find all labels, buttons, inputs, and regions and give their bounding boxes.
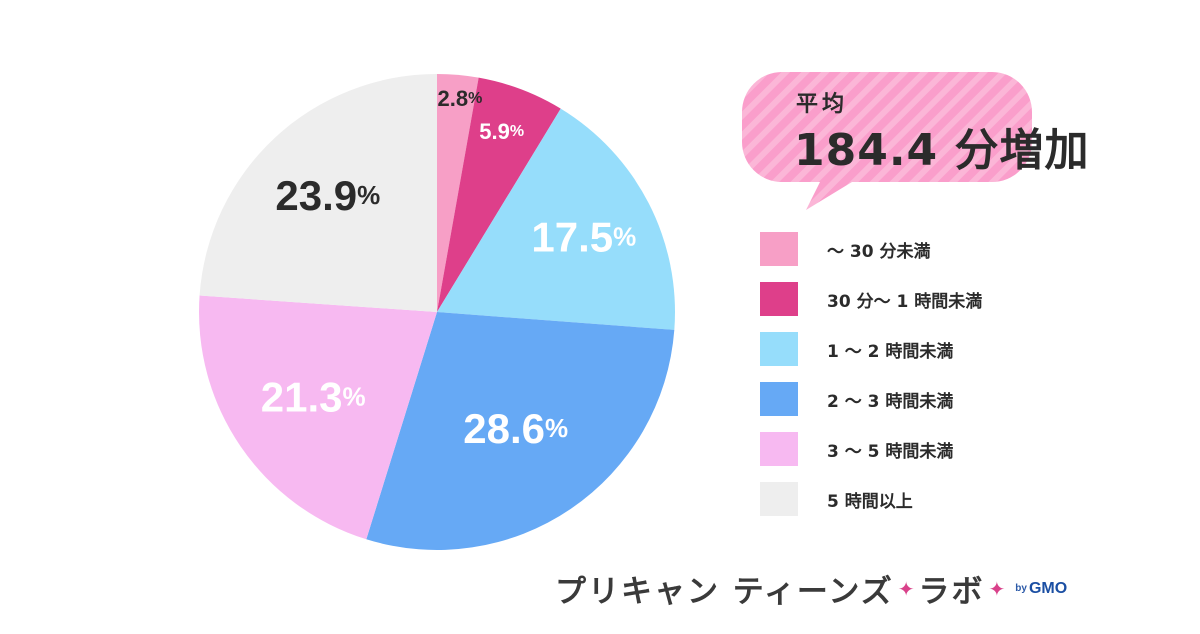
- legend-item: 3 ～ 5 時間未満: [760, 432, 982, 466]
- legend: ～ 30 分未満 30 分～ 1 時間未満 1 ～ 2 時間未満 2 ～ 3 時…: [760, 232, 982, 532]
- callout-label: 平均: [796, 92, 849, 117]
- pie-slice: [437, 108, 675, 330]
- legend-swatch: [760, 482, 798, 516]
- logo-sub-text: ラボ: [918, 574, 985, 610]
- legend-swatch: [760, 332, 798, 366]
- legend-label: 5 時間以上: [827, 491, 913, 512]
- legend-swatch: [760, 282, 798, 316]
- callout-value: 184.4 分増加: [794, 125, 1090, 176]
- sparkle-icon: ✦: [897, 576, 915, 601]
- slice-label: 2.8%: [437, 85, 482, 110]
- legend-label: 1 ～ 2 時間未満: [827, 341, 954, 362]
- sparkle-icon: ✦: [988, 576, 1006, 601]
- pie-slice: [437, 77, 561, 312]
- average-callout: 平均 184.4 分増加: [742, 72, 1089, 210]
- legend-item: ～ 30 分未満: [760, 232, 982, 266]
- slice-label: 5.9%: [479, 118, 524, 143]
- legend-label: 30 分～ 1 時間未満: [827, 291, 983, 312]
- pie-slice: [437, 74, 479, 312]
- logo-company-text: GMO: [1028, 579, 1068, 597]
- legend-item: 30 分～ 1 時間未満: [760, 282, 982, 316]
- legend-label: 3 ～ 5 時間未満: [827, 441, 954, 462]
- legend-label: 2 ～ 3 時間未満: [827, 391, 954, 412]
- legend-swatch: [760, 382, 798, 416]
- pie-slice: [366, 312, 675, 551]
- legend-item: 5 時間以上: [760, 482, 982, 516]
- legend-label: ～ 30 分未満: [827, 241, 931, 262]
- slice-label: 17.5%: [531, 213, 636, 260]
- legend-item: 1 ～ 2 時間未満: [760, 332, 982, 366]
- slice-label: 23.9%: [275, 172, 380, 219]
- pie-chart-area: 2.8% 5.9% 17.5% 28.6% 21.3% 23.9%: [199, 74, 675, 551]
- legend-item: 2 ～ 3 時間未満: [760, 382, 982, 416]
- pie-chart: 2.8% 5.9% 17.5% 28.6% 21.3% 23.9%: [199, 74, 675, 551]
- logo-main-text: プリキャン ティーンズ: [555, 574, 894, 610]
- logo-by-text: by: [1015, 583, 1027, 594]
- legend-swatch: [760, 232, 798, 266]
- legend-swatch: [760, 432, 798, 466]
- brand-logo: プリキャン ティーンズ ✦ ラボ ✦ by GMO: [555, 566, 1067, 611]
- slice-label: 21.3%: [261, 373, 366, 420]
- callout-bubble-shape: [742, 72, 1032, 210]
- slice-label: 28.6%: [463, 404, 568, 451]
- pie-slice: [199, 295, 437, 540]
- pie-slice: [199, 74, 437, 312]
